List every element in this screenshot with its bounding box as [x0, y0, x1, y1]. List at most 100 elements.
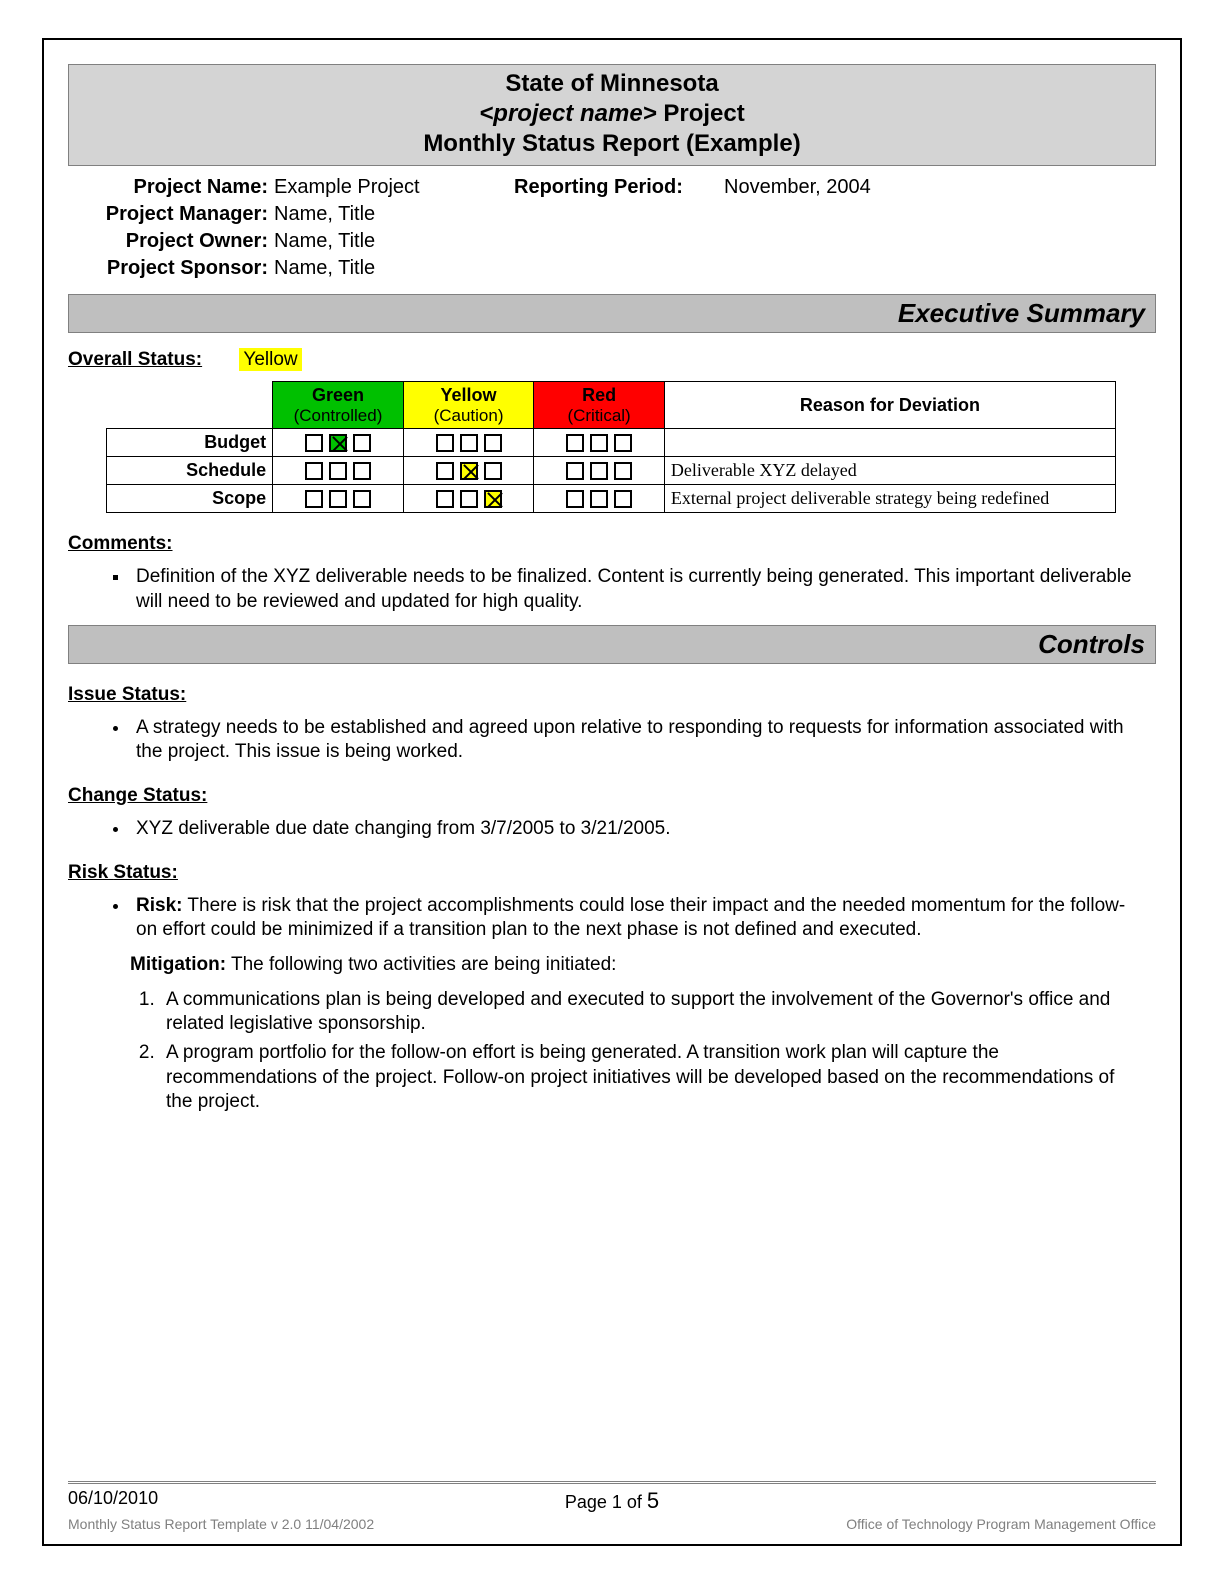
status-row-name: Budget — [107, 429, 273, 457]
list-item: A program portfolio for the follow-on ef… — [160, 1041, 1156, 1115]
info-row: Project Manager: Name, Title — [74, 201, 1150, 228]
checkbox-icon — [353, 490, 371, 508]
info-label: Project Sponsor: — [74, 255, 274, 282]
title-line-2: <project name> Project — [69, 99, 1155, 129]
status-reason — [664, 429, 1115, 457]
status-checks — [273, 457, 404, 485]
title-line-1: State of Minnesota — [69, 69, 1155, 99]
status-checks — [534, 429, 665, 457]
banner-exec-summary: Executive Summary — [68, 294, 1156, 333]
mitigation-intro: The following two activities are being i… — [226, 954, 616, 975]
status-table-corner — [107, 382, 273, 429]
risk-text: There is risk that the project accomplis… — [136, 895, 1125, 941]
status-checks — [273, 485, 404, 513]
checkbox-icon — [329, 462, 347, 480]
footer-line-2: Monthly Status Report Template v 2.0 11/… — [68, 1516, 1156, 1532]
checkbox-icon — [614, 434, 632, 452]
risk-list: Risk: There is risk that the project acc… — [130, 894, 1156, 943]
banner-controls: Controls — [68, 625, 1156, 664]
title-project-placeholder: <project name> — [479, 100, 656, 127]
info-row: Project Name: Example Project Reporting … — [74, 174, 1150, 201]
checkbox-icon — [460, 434, 478, 452]
status-row-name: Scope — [107, 485, 273, 513]
checkbox-icon — [614, 462, 632, 480]
title-project-suffix: Project — [657, 100, 745, 127]
risk-item: Risk: There is risk that the project acc… — [130, 894, 1156, 943]
checkbox-icon — [460, 490, 478, 508]
content-area: State of Minnesota <project name> Projec… — [68, 60, 1156, 1473]
col-header-reason: Reason for Deviation — [664, 382, 1115, 429]
footer: 06/10/2010 Page 1 of 5 Monthly Status Re… — [68, 1473, 1156, 1532]
checkbox-icon — [484, 434, 502, 452]
info-row: Project Owner: Name, Title — [74, 228, 1150, 255]
status-checks — [273, 429, 404, 457]
col-subtitle: (Caution) — [410, 406, 528, 426]
status-table: Green (Controlled) Yellow (Caution) Red … — [106, 381, 1116, 513]
col-header-green: Green (Controlled) — [273, 382, 404, 429]
risk-label: Risk: — [136, 895, 182, 916]
status-checks — [534, 485, 665, 513]
footer-page-total: 5 — [647, 1488, 659, 1513]
footer-line-1: 06/10/2010 Page 1 of 5 — [68, 1488, 1156, 1514]
col-title: Green — [312, 385, 364, 405]
comments-heading: Comments: — [68, 533, 1156, 555]
footer-rule — [68, 1481, 1156, 1484]
info-value: Name, Title — [274, 255, 514, 282]
status-checks — [403, 429, 534, 457]
issue-status-heading: Issue Status: — [68, 684, 1156, 706]
checkbox-icon — [353, 462, 371, 480]
info-label: Project Owner: — [74, 228, 274, 255]
footer-office: Office of Technology Program Management … — [612, 1516, 1156, 1532]
change-status-heading: Change Status: — [68, 785, 1156, 807]
checkbox-icon — [436, 434, 454, 452]
comments-list: Definition of the XYZ deliverable needs … — [130, 565, 1156, 614]
checkbox-icon — [305, 434, 323, 452]
overall-status-label: Overall Status: — [68, 349, 202, 370]
title-block: State of Minnesota <project name> Projec… — [68, 64, 1156, 166]
info-grid: Project Name: Example Project Reporting … — [68, 172, 1156, 284]
title-line-3: Monthly Status Report (Example) — [69, 129, 1155, 159]
info-value: Name, Title — [274, 201, 514, 228]
info-value: November, 2004 — [724, 174, 1150, 201]
overall-status-line: Overall Status: Yellow — [68, 349, 1156, 371]
checkbox-icon — [614, 490, 632, 508]
footer-template: Monthly Status Report Template v 2.0 11/… — [68, 1516, 612, 1532]
checkbox-icon — [566, 434, 584, 452]
checkbox-icon — [590, 434, 608, 452]
checkbox-icon — [460, 462, 478, 480]
col-title: Red — [582, 385, 616, 405]
checkbox-icon — [566, 462, 584, 480]
status-table-header-row: Green (Controlled) Yellow (Caution) Red … — [107, 382, 1116, 429]
status-row: Budget — [107, 429, 1116, 457]
footer-spacer — [793, 1488, 1156, 1514]
footer-page-prefix: Page 1 of — [565, 1492, 647, 1512]
status-row: ScopeExternal project deliverable strate… — [107, 485, 1116, 513]
info-label: Reporting Period: — [514, 174, 724, 201]
status-reason: Deliverable XYZ delayed — [664, 457, 1115, 485]
checkbox-icon — [436, 490, 454, 508]
col-title: Reason for Deviation — [800, 395, 980, 415]
col-subtitle: (Controlled) — [279, 406, 397, 426]
status-row-name: Schedule — [107, 457, 273, 485]
info-label: Project Manager: — [74, 201, 274, 228]
mitigations-list: A communications plan is being developed… — [160, 988, 1156, 1115]
checkbox-icon — [353, 434, 371, 452]
checkbox-icon — [329, 490, 347, 508]
checkbox-icon — [436, 462, 454, 480]
status-checks — [534, 457, 665, 485]
status-row: Schedule Deliverable XYZ delayed — [107, 457, 1116, 485]
checkbox-icon — [305, 490, 323, 508]
risk-status-prefix: Risk — [68, 862, 113, 883]
info-row: Project Sponsor: Name, Title — [74, 255, 1150, 282]
checkbox-icon — [590, 490, 608, 508]
checkbox-icon — [484, 490, 502, 508]
mitigation-block: Mitigation: The following two activities… — [130, 953, 1156, 978]
checkbox-icon — [329, 434, 347, 452]
checkbox-icon — [590, 462, 608, 480]
list-item: XYZ deliverable due date changing from 3… — [130, 817, 1156, 842]
col-header-red: Red (Critical) — [534, 382, 665, 429]
issues-list: A strategy needs to be established and a… — [130, 716, 1156, 765]
checkbox-icon — [305, 462, 323, 480]
status-checks — [403, 457, 534, 485]
status-checks — [403, 485, 534, 513]
